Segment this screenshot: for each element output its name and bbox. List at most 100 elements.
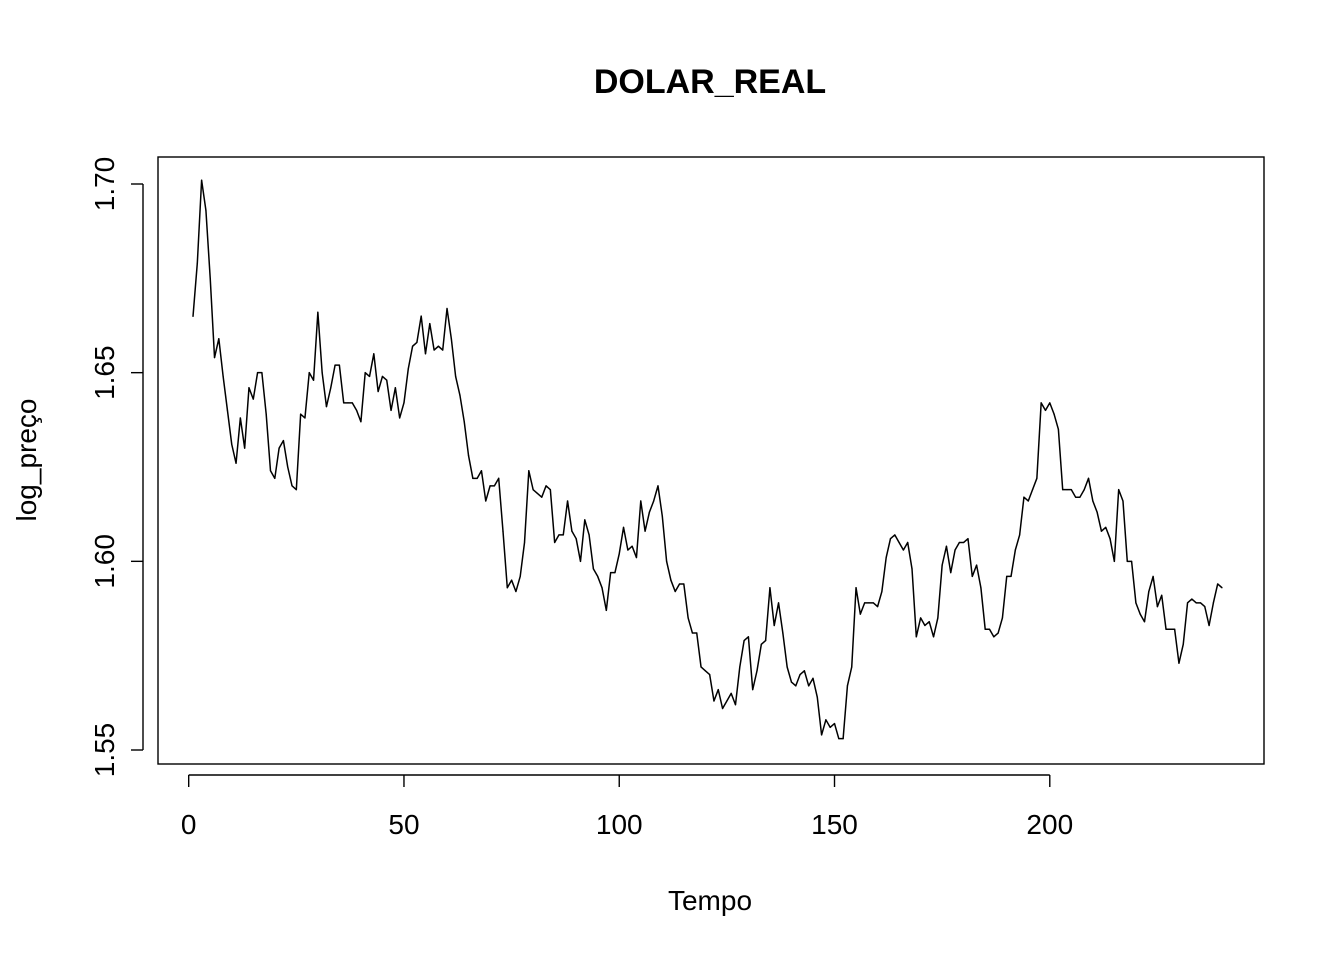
data-point: [1105, 526, 1107, 528]
data-point: [605, 609, 607, 611]
data-point: [1165, 628, 1167, 630]
data-point: [945, 545, 948, 547]
data-point: [506, 587, 508, 589]
data-point: [192, 315, 194, 318]
data-point: [730, 692, 732, 695]
data-point: [244, 447, 246, 449]
data-point: [782, 632, 784, 634]
data-point: [601, 587, 603, 589]
data-point: [467, 455, 470, 457]
data-point: [1191, 598, 1193, 600]
data-point: [846, 685, 849, 687]
data-point: [321, 372, 323, 374]
data-point: [765, 639, 767, 642]
data-point: [515, 590, 517, 593]
data-point: [657, 485, 659, 487]
data-point: [902, 549, 905, 551]
data-point: [894, 534, 896, 536]
data-point: [218, 338, 220, 340]
data-point: [1182, 643, 1184, 645]
data-point: [1023, 496, 1025, 498]
data-point: [1130, 560, 1133, 562]
y-tick-label: 1.70: [89, 157, 120, 212]
data-point: [558, 534, 560, 536]
data-point: [1087, 477, 1090, 479]
data-point: [1096, 511, 1098, 513]
data-point: [928, 621, 930, 623]
y-tick-label: 1.60: [89, 534, 120, 589]
data-point: [1143, 621, 1146, 623]
data-point: [812, 677, 814, 679]
data-point: [691, 632, 694, 634]
data-point: [291, 485, 293, 487]
data-point: [269, 470, 272, 472]
data-point: [726, 700, 728, 702]
data-point: [282, 439, 285, 442]
data-point: [1169, 628, 1171, 630]
data-point: [704, 670, 706, 672]
data-point: [338, 364, 340, 366]
data-point: [399, 417, 401, 419]
data-point: [485, 500, 487, 502]
data-point: [803, 670, 805, 672]
data-point: [252, 398, 254, 400]
x-axis-label: Tempo: [668, 885, 752, 916]
data-point: [696, 632, 698, 634]
data-point: [532, 489, 534, 491]
data-point: [1001, 617, 1004, 619]
data-point: [549, 489, 551, 491]
data-point: [713, 700, 715, 702]
data-point: [618, 553, 620, 555]
data-point: [209, 277, 211, 279]
data-point: [678, 583, 681, 585]
data-point: [588, 534, 590, 536]
data-point: [480, 470, 483, 472]
data-point: [967, 538, 969, 540]
data-point: [566, 500, 569, 502]
data-point: [739, 666, 741, 668]
data-point: [213, 356, 216, 359]
data-point: [390, 409, 392, 411]
data-point: [622, 526, 625, 528]
data-point: [1199, 602, 1202, 604]
data-points: [192, 179, 1223, 740]
data-point: [833, 722, 836, 725]
data-point: [356, 409, 358, 411]
data-point: [1221, 587, 1223, 589]
data-point: [1010, 575, 1012, 578]
data-point: [1113, 560, 1115, 562]
data-point: [980, 587, 982, 589]
data-point: [364, 372, 366, 374]
data-point: [859, 613, 861, 615]
data-point: [777, 602, 780, 604]
data-point: [627, 549, 629, 551]
data-point: [1126, 560, 1128, 562]
data-point: [226, 409, 229, 411]
data-point: [997, 632, 999, 634]
data-point: [502, 530, 504, 532]
data-point: [971, 575, 973, 578]
data-point: [347, 402, 349, 404]
data-point: [838, 738, 840, 740]
data-point: [489, 485, 491, 487]
data-point: [201, 179, 203, 181]
data-point: [889, 538, 892, 540]
data-point: [360, 421, 362, 423]
x-axis: 0 50 100 150 200: [181, 774, 1073, 840]
data-point: [1006, 575, 1008, 578]
data-point: [898, 541, 900, 544]
data-point: [261, 372, 263, 374]
data-point: [752, 689, 754, 691]
data-point: [756, 670, 758, 672]
data-point: [295, 489, 297, 491]
data-point: [592, 568, 595, 570]
data-point: [937, 617, 939, 619]
data-point: [958, 541, 960, 544]
data-point: [808, 685, 810, 687]
data-point: [420, 315, 422, 317]
data-point: [472, 477, 474, 479]
data-point: [196, 262, 198, 264]
data-point: [373, 353, 375, 355]
data-point: [1118, 489, 1120, 491]
